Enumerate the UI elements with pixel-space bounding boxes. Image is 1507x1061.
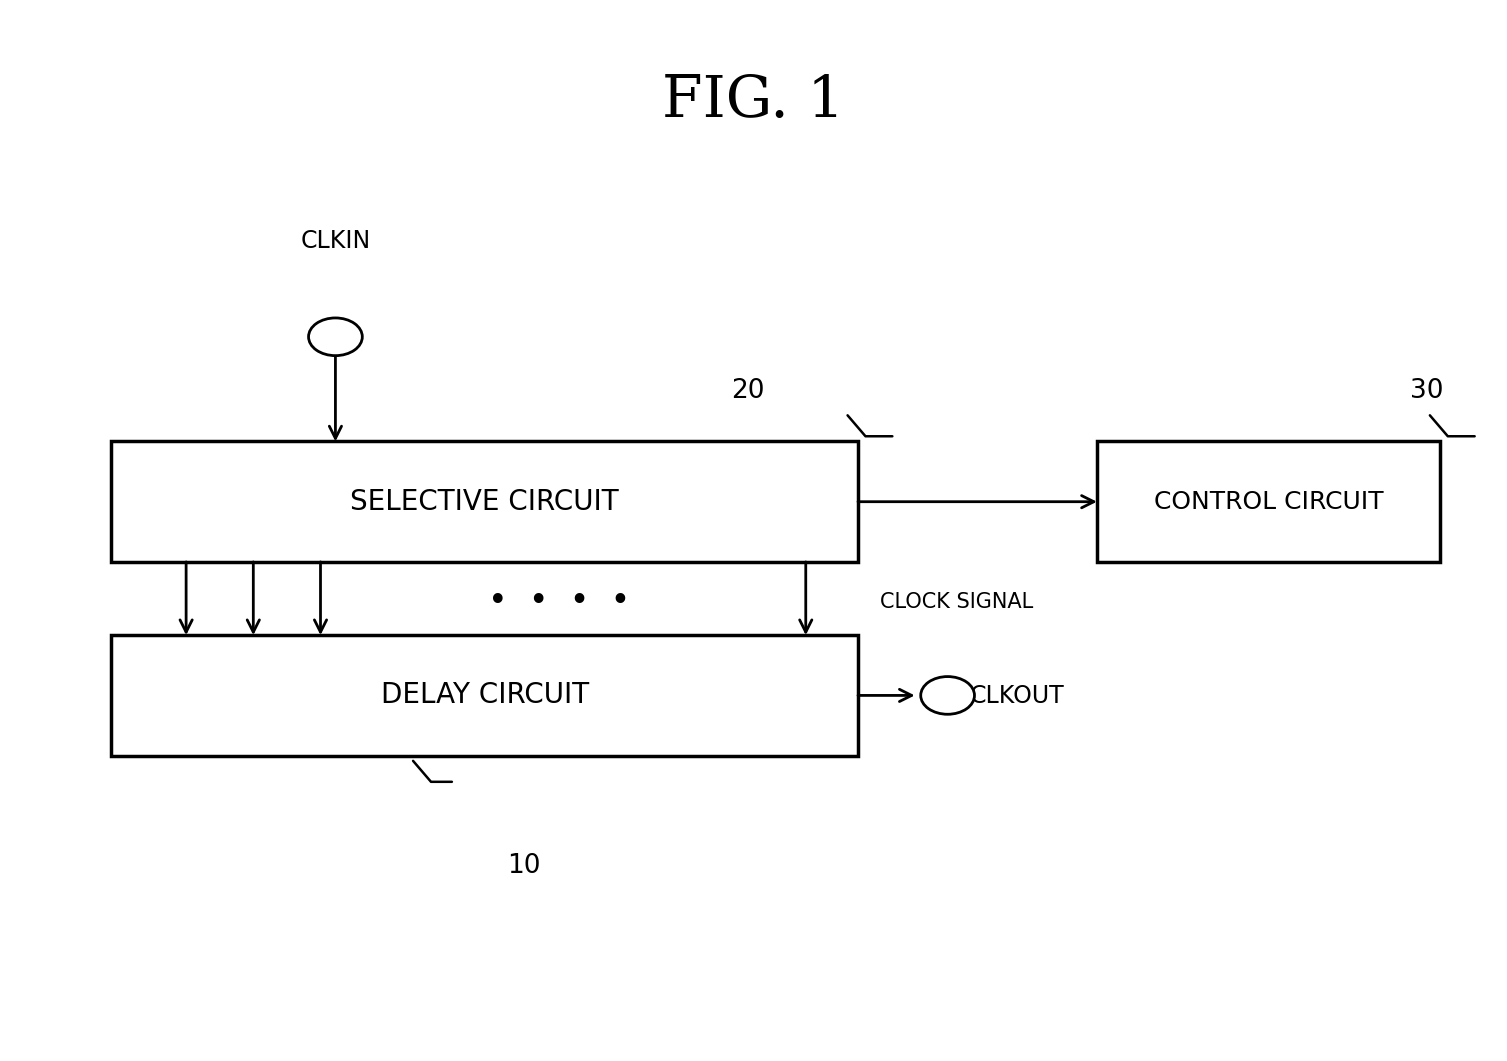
Text: •  •  •  •: • • • • (488, 586, 630, 619)
Circle shape (921, 677, 975, 714)
Text: CONTROL CIRCUIT: CONTROL CIRCUIT (1154, 490, 1383, 514)
Text: CLKOUT: CLKOUT (971, 684, 1065, 708)
Text: 10: 10 (508, 853, 541, 879)
Circle shape (309, 318, 362, 355)
Text: DELAY CIRCUIT: DELAY CIRCUIT (381, 681, 589, 710)
Text: 20: 20 (731, 378, 764, 404)
Text: SELECTIVE CIRCUIT: SELECTIVE CIRCUIT (351, 488, 619, 516)
Text: 30: 30 (1411, 378, 1444, 404)
Text: CLOCK SIGNAL: CLOCK SIGNAL (880, 592, 1034, 612)
Text: FIG. 1: FIG. 1 (662, 73, 845, 129)
Bar (1097, 441, 1441, 562)
Text: CLKIN: CLKIN (300, 229, 371, 253)
Bar (112, 441, 857, 562)
Bar (112, 636, 857, 755)
